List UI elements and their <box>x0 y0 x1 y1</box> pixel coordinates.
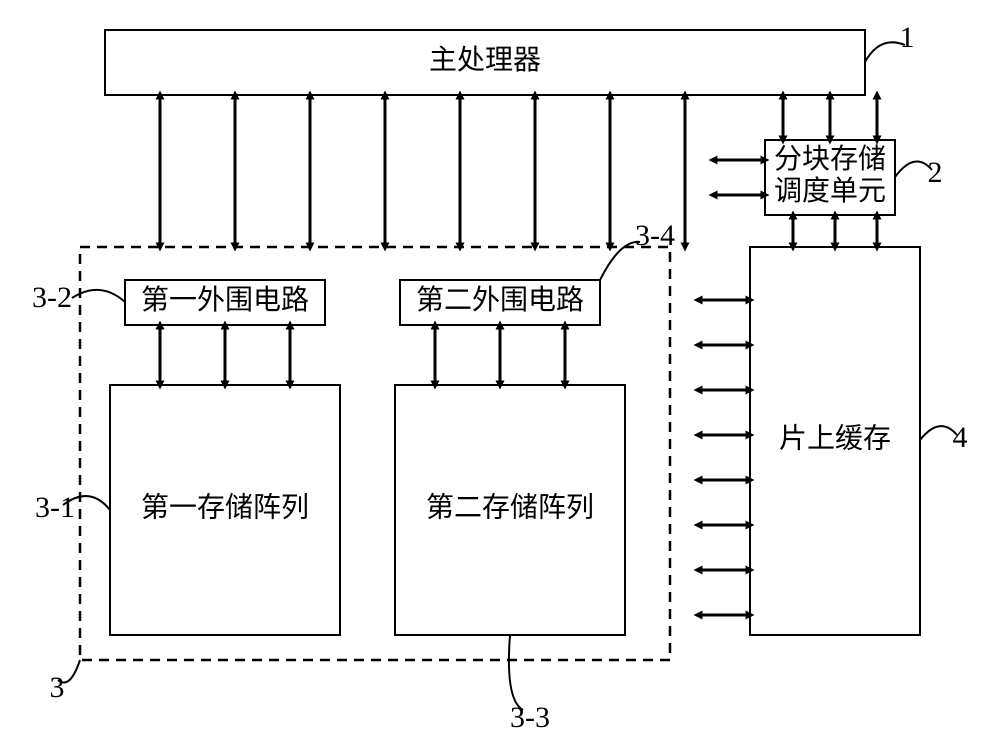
block-storage-scheduler-box-label: 分块存储 <box>774 143 886 175</box>
callout-label-c3: 3 <box>50 671 65 704</box>
second-peripheral-box-label: 第二外围电路 <box>416 284 584 316</box>
callout-line-c4 <box>920 426 957 440</box>
main-processor-box-label: 主处理器 <box>429 44 541 76</box>
callout-label-c4: 4 <box>953 421 968 454</box>
callout-label-c34: 3-4 <box>635 219 675 252</box>
first-peripheral-box-label: 第一外围电路 <box>141 284 309 316</box>
block-storage-scheduler-box-label: 调度单元 <box>774 175 886 207</box>
second-storage-array-box-label: 第二存储阵列 <box>426 491 594 523</box>
on-chip-cache-box-label: 片上缓存 <box>779 422 891 454</box>
first-storage-array-box-label: 第一存储阵列 <box>141 491 309 523</box>
callout-label-c31: 3-1 <box>35 491 75 524</box>
callout-label-c2: 2 <box>928 156 943 189</box>
callout-label-c32: 3-2 <box>32 281 72 314</box>
callout-label-c33: 3-3 <box>510 701 550 733</box>
callout-line-c33 <box>509 635 523 710</box>
callout-line-c2 <box>895 161 932 177</box>
callout-label-c1: 1 <box>900 21 915 54</box>
